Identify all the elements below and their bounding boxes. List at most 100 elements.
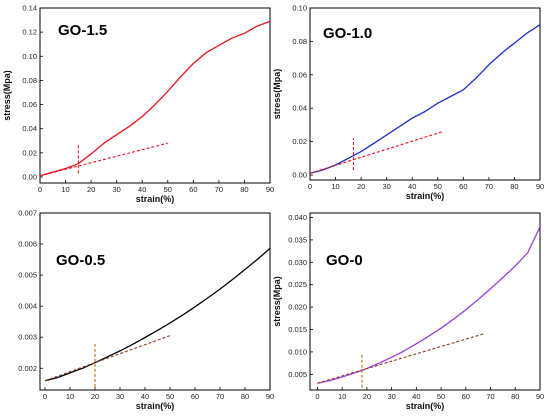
panel-title: GO-1.5 [58,22,107,39]
y-tick-label: 0.00 [22,172,37,181]
x-axis-label: strain(%) [136,194,175,204]
panel-title: GO-0 [326,252,363,269]
x-tick-label: 80 [510,182,518,191]
plot-frame [309,7,541,181]
y-tick-label: 0.14 [22,4,37,13]
y-tick-label: 0.035 [288,235,307,244]
y-tick-label: 0.08 [292,37,307,46]
x-tick-label: 90 [266,185,274,194]
y-tick-label: 0.030 [288,258,307,267]
y-tick-label: 0.010 [288,347,307,356]
y-tick-label: 0.005 [288,370,307,379]
y-tick-label: 0.04 [292,104,307,113]
x-tick-label: 30 [116,392,124,401]
x-tick-label: 0 [315,392,319,401]
y-tick-label: 0.020 [288,303,307,312]
x-tick-label: 30 [382,182,390,191]
x-tick-label: 80 [240,185,248,194]
x-tick-label: 90 [266,392,274,401]
x-tick-label: 10 [338,392,346,401]
stress-strain-curve [40,20,270,177]
plot-area [317,226,540,388]
y-tick-label: 0.003 [18,333,37,342]
tangent-line [40,142,168,177]
y-tick-label: 0.12 [22,28,37,37]
x-tick-label: 30 [387,392,395,401]
x-axis-label: strain(%) [406,401,445,411]
y-axis-label: stress(Mpa) [2,70,12,121]
x-tick-label: 90 [536,182,544,191]
y-tick-label: 0.015 [288,325,307,334]
y-tick-label: 0.007 [18,209,37,218]
x-tick-label: 0 [38,185,42,194]
plot-frame [309,212,541,391]
tangent-line [44,335,171,382]
y-tick-label: 0.06 [292,70,307,79]
x-tick-label: 0 [308,182,312,191]
chart-panel-1: 0 10 20 30 40 50 60 70 80 90 0.00 0.02 0.04 0.06 0.08 0… [2,4,274,205]
x-tick-label: 20 [363,392,371,401]
x-tick-label: 0 [43,392,47,401]
y-tick-label: 0.10 [292,4,307,13]
x-tick-label: 10 [61,185,69,194]
y-tick-label: 0.10 [22,52,37,61]
stress-strain-curve [44,247,270,382]
x-tick-label: 20 [357,182,365,191]
x-tick-label: 60 [189,185,197,194]
x-tick-label: 20 [91,392,99,401]
tangent-line [317,333,484,384]
x-tick-label: 40 [141,392,149,401]
panel-title: GO-0.5 [56,252,105,269]
x-tick-label: 50 [166,392,174,401]
x-tick-label: 70 [485,182,493,191]
x-tick-label: 60 [459,182,467,191]
plot-area [44,247,270,387]
x-tick-label: 10 [331,182,339,191]
plot-area [310,24,540,174]
x-tick-label: 30 [112,185,120,194]
stress-strain-curve [310,24,540,174]
x-tick-label: 60 [462,392,470,401]
x-tick-label: 10 [66,392,74,401]
chart-panel-3: 0 10 20 30 40 50 60 70 80 90 0.002 0.003 0.004 0.005 0… [18,209,274,412]
plot-area [40,20,270,177]
y-tick-label: 0.08 [22,76,37,85]
x-tick-label: 20 [87,185,95,194]
x-tick-label: 70 [216,392,224,401]
x-tick-label: 90 [536,392,544,401]
tangent-line [310,131,444,174]
plot-frame [39,7,271,184]
y-tick-label: 0.040 [288,213,307,222]
y-tick-label: 0.02 [22,148,37,157]
y-tick-label: 0.002 [18,364,37,373]
y-tick-label: 0.02 [292,137,307,146]
y-tick-label: 0.005 [18,271,37,280]
x-tick-label: 80 [511,392,519,401]
x-axis-label: strain(%) [136,401,175,411]
panel-title: GO-1.0 [323,25,372,42]
x-tick-label: 40 [138,185,146,194]
y-tick-label: 0.06 [22,100,37,109]
y-tick-label: 0.004 [18,302,37,311]
x-tick-label: 70 [486,392,494,401]
x-tick-label: 50 [437,392,445,401]
y-axis-label: stress(Mpa) [272,276,282,327]
y-tick-label: 0.04 [22,124,37,133]
x-tick-label: 50 [164,185,172,194]
stress-strain-curve [317,226,540,384]
y-tick-label: 0.00 [292,170,307,179]
chart-panel-4: 0 10 20 30 40 50 60 70 80 90 0.005 0.010 0.015 0.020 0… [272,212,544,411]
chart-panel-2: 0 10 20 30 40 50 60 70 80 90 0.00 0.02 0.04 0.06 0.08 0… [272,4,544,202]
x-tick-label: 40 [412,392,420,401]
y-axis-label: stress(Mpa) [272,69,282,120]
x-tick-label: 80 [241,392,249,401]
y-tick-label: 0.006 [18,240,37,249]
y-tick-label: 0.025 [288,280,307,289]
x-tick-label: 60 [191,392,199,401]
x-tick-label: 40 [408,182,416,191]
x-axis-label: strain(%) [406,191,445,201]
plot-frame [39,212,271,391]
x-tick-label: 50 [434,182,442,191]
x-tick-label: 70 [215,185,223,194]
